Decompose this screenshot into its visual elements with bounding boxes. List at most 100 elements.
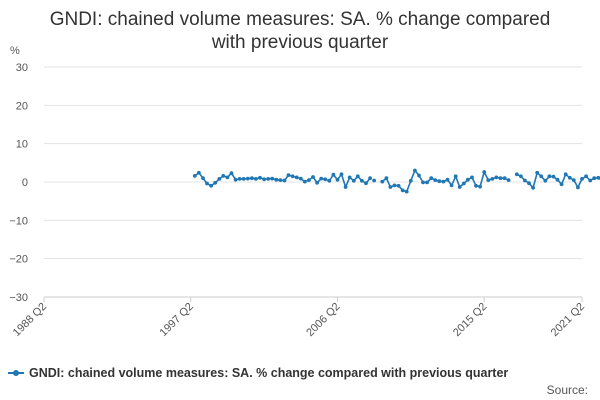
data-point (258, 175, 262, 180)
data-point (596, 175, 600, 180)
data-point (217, 177, 222, 181)
data-point (588, 178, 593, 183)
data-point (221, 174, 226, 178)
data-point (209, 183, 214, 188)
data-point (270, 176, 275, 181)
data-point (445, 177, 450, 182)
data-point (551, 174, 556, 179)
data-point (250, 176, 254, 181)
data-point (384, 176, 389, 181)
data-point (584, 174, 588, 179)
y-tick-label: 30 (16, 62, 28, 74)
x-tick-label: 2015 Q2 (451, 301, 489, 339)
data-point (254, 177, 258, 181)
data-point (453, 174, 458, 179)
data-point (335, 177, 340, 182)
data-point (319, 176, 324, 181)
data-point (449, 183, 454, 188)
data-point (197, 170, 201, 175)
data-point (404, 189, 409, 194)
data-point (519, 174, 523, 179)
data-point (360, 178, 364, 183)
axes: 30 20 10 0 −10 −20 −30% 1988 Q2 1997 Q2 2006 Q2 20… (9, 45, 587, 339)
data-point (494, 175, 499, 180)
data-point (278, 178, 283, 183)
data-point (368, 176, 372, 181)
legend-swatch-icon (8, 368, 24, 378)
data-point (331, 172, 336, 177)
data-point (441, 179, 446, 184)
data-point (315, 180, 319, 185)
y-axis-label: % (10, 45, 20, 57)
data-point (421, 180, 425, 185)
data-point (282, 178, 287, 183)
data-point (543, 178, 548, 183)
data-point (351, 178, 356, 183)
data-point (527, 181, 531, 186)
chart-title-line-1: GNDI: chained volume measures: SA. % cha… (49, 9, 551, 30)
data-point (571, 178, 576, 183)
data-point (429, 176, 434, 181)
data-point (364, 181, 368, 186)
y-tick-label: −10 (9, 215, 28, 227)
chart-title: GNDI: chained volume measures: SA. % cha… (0, 8, 600, 54)
y-tick-label: 20 (16, 100, 28, 112)
data-point (466, 177, 470, 182)
data-point (400, 188, 405, 193)
data-point (506, 178, 511, 183)
data-point (286, 173, 291, 178)
data-point (201, 176, 205, 181)
data-point (437, 179, 442, 184)
x-tick-label: 1988 Q2 (11, 301, 49, 339)
chart-title-line-2: with previous quarter (211, 32, 389, 53)
data-point (205, 181, 209, 186)
data-point (474, 183, 478, 188)
data-point (535, 170, 540, 175)
y-tick-label: −30 (9, 292, 28, 304)
data-point (294, 175, 299, 180)
data-point (486, 178, 491, 183)
data-point (245, 176, 250, 181)
data-point (396, 183, 401, 188)
data-point (592, 176, 597, 181)
data-point (547, 174, 552, 179)
legend[interactable]: GNDI: chained volume measures: SA. % cha… (8, 366, 508, 380)
data-point (567, 175, 572, 180)
data-point (225, 175, 230, 180)
data-point (298, 176, 303, 181)
x-tick-label: 1997 Q2 (158, 301, 196, 339)
data-point (470, 175, 474, 180)
data-point (327, 178, 332, 183)
data-point (478, 184, 482, 189)
data-point (580, 177, 584, 181)
data-point (457, 185, 462, 189)
data-point (413, 168, 417, 173)
data-point (417, 173, 421, 178)
data-point (576, 185, 580, 190)
data-point (290, 174, 295, 179)
data-point (229, 171, 234, 176)
data-point (355, 174, 360, 179)
data-point (192, 174, 197, 178)
data-point (372, 178, 376, 183)
series-line (516, 172, 600, 189)
data-point (241, 177, 246, 181)
data-point (262, 177, 266, 182)
data-point (307, 178, 311, 183)
data-point (502, 176, 507, 181)
data-point (388, 185, 393, 189)
x-tick-label: 2021 Q2 (549, 301, 587, 339)
legend-label: GNDI: chained volume measures: SA. % cha… (29, 366, 509, 380)
data-point (490, 177, 495, 181)
data-point (347, 175, 352, 180)
data-point (237, 177, 242, 181)
data-point (380, 179, 385, 184)
data-point (433, 178, 438, 183)
data-point (339, 172, 344, 177)
y-tick-label: 10 (16, 139, 28, 151)
data-point (408, 178, 413, 183)
data-point (274, 177, 279, 182)
series-line (194, 172, 371, 188)
y-tick-label: 0 (22, 177, 28, 189)
data-point (323, 177, 328, 182)
